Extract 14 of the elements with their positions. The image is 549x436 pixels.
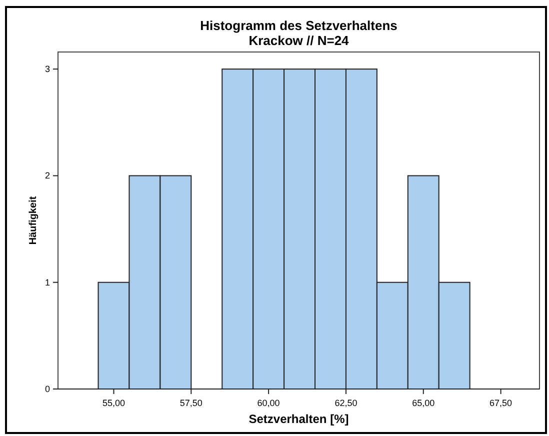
x-tick-label: 55,00: [102, 398, 125, 408]
x-tick-label: 65,00: [412, 398, 435, 408]
x-tick-label: 67,50: [490, 398, 512, 408]
y-tick-label: 0: [44, 384, 50, 394]
chart-title: Histogramm des Setzverhaltens: [200, 18, 398, 33]
y-tick-label: 3: [44, 64, 50, 74]
y-tick-label: 2: [44, 170, 50, 181]
x-tick-label: 62,50: [334, 398, 358, 408]
chart-subtitle: Krackow // N=24: [248, 33, 350, 48]
x-tick-label: 60,00: [257, 398, 280, 408]
x-axis-title: Setzverhalten [%]: [248, 412, 349, 426]
y-axis-title: Häufigkeit: [28, 196, 39, 245]
y-tick-label: 1: [44, 277, 50, 288]
x-tick-label: 57,50: [180, 398, 202, 408]
